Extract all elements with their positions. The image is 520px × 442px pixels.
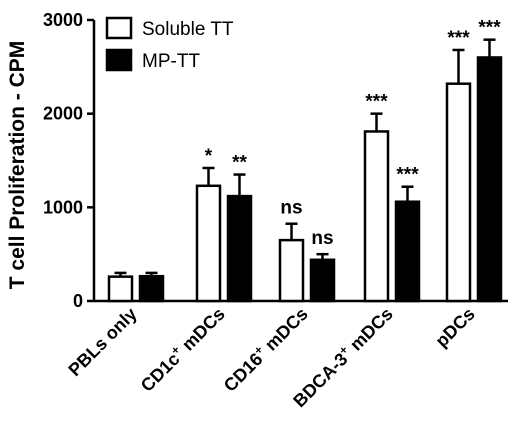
significance-label: *** <box>396 165 419 186</box>
significance-label: *** <box>478 18 501 39</box>
x-tick-label: CD1c+ mDCs <box>135 302 228 395</box>
legend-label: Soluble TT <box>142 19 234 40</box>
bar-mp-tt <box>476 56 503 303</box>
significance-label: *** <box>365 92 388 113</box>
category-suffix: mDCs <box>174 304 228 358</box>
bar-mp-tt <box>309 258 336 303</box>
bar-mp-tt <box>226 194 253 303</box>
significance-label: ** <box>232 153 247 174</box>
category-name: BDCA-3 <box>289 349 351 411</box>
bar-soluble-tt <box>195 184 222 303</box>
legend-swatch-mp-tt <box>105 48 133 72</box>
y-tick-label: 2000 <box>43 104 83 124</box>
significance-label: ns <box>311 228 333 249</box>
bar-mp-tt <box>394 200 421 303</box>
significance-label: * <box>205 146 213 167</box>
y-tick-label: 1000 <box>43 197 83 217</box>
legend-label: MP-TT <box>142 51 200 72</box>
legend-swatch-soluble-tt <box>105 16 133 40</box>
bar-soluble-tt <box>363 130 390 303</box>
y-tick-label: 3000 <box>43 10 83 30</box>
significance-label: *** <box>447 28 470 49</box>
y-axis-label: T cell Proliferation - CPM <box>6 41 29 290</box>
y-tick-label: 0 <box>73 291 83 311</box>
category-name: PBLs only <box>64 304 140 380</box>
bar-mp-tt <box>138 274 165 303</box>
significance-label: ns <box>280 198 302 219</box>
bar-soluble-tt <box>445 82 472 303</box>
category-suffix: mDCs <box>342 304 396 358</box>
x-tick-label: PBLs only <box>64 304 140 380</box>
legend: Soluble TT MP-TT <box>105 16 234 72</box>
category-name: pDCs <box>431 304 478 351</box>
category-suffix: mDCs <box>257 304 311 358</box>
bar-soluble-tt <box>107 275 134 303</box>
bar-soluble-tt <box>278 238 305 303</box>
x-tick-label: CD16+ mDCs <box>218 302 311 395</box>
x-tick-label: pDCs <box>431 304 478 351</box>
